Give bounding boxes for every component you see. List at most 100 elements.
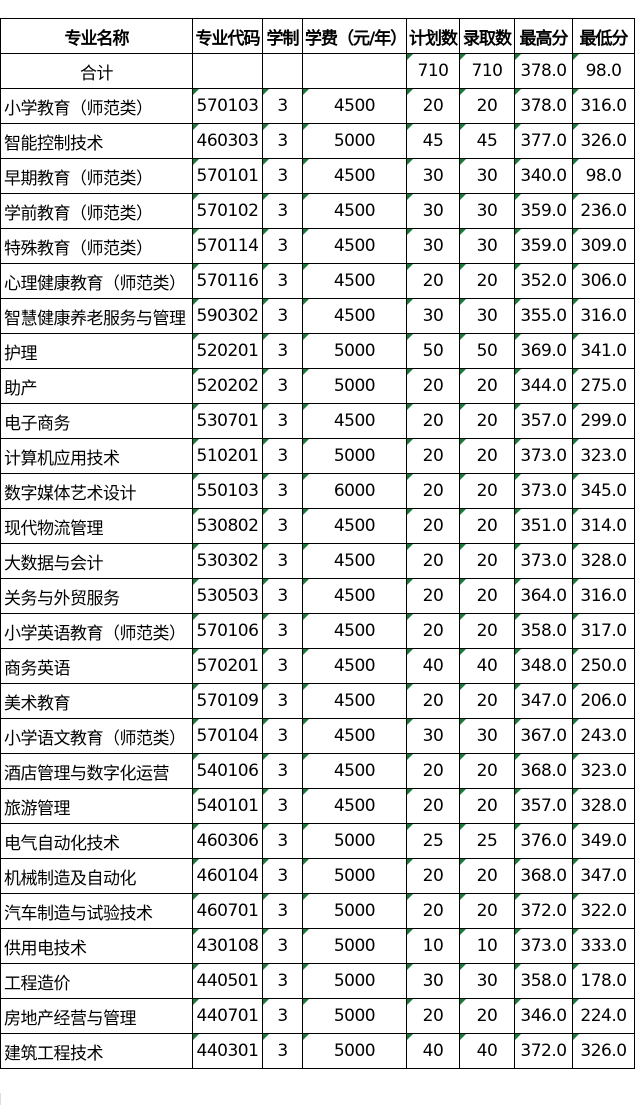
duration: 3 — [262, 998, 303, 1034]
plan-count: 20 — [406, 893, 460, 929]
duration: 3 — [262, 88, 303, 124]
max-score: 372.0 — [514, 1033, 573, 1069]
min-score: 317.0 — [572, 613, 635, 649]
major-code: 460306 — [192, 823, 263, 859]
admitted-count: 20 — [459, 88, 515, 124]
tuition: 5000 — [302, 998, 407, 1034]
major-code: 460303 — [192, 123, 263, 159]
plan-count: 45 — [406, 123, 460, 159]
admitted-count: 30 — [459, 718, 515, 754]
min-score: 314.0 — [572, 508, 635, 544]
major-name: 电气自动化技术 — [0, 823, 193, 859]
tuition: 4500 — [302, 508, 407, 544]
major-name: 小学教育（师范类） — [0, 88, 193, 124]
tuition: 4500 — [302, 543, 407, 579]
min-score: 316.0 — [572, 88, 635, 124]
plan-count: 30 — [406, 963, 460, 999]
max-score: 373.0 — [514, 473, 573, 509]
total-row: 合计 710 710 378.0 98.0 — [0, 53, 635, 89]
min-score: 309.0 — [572, 228, 635, 264]
min-score: 316.0 — [572, 298, 635, 334]
min-score: 299.0 — [572, 403, 635, 439]
plan-count: 30 — [406, 298, 460, 334]
major-name: 电子商务 — [0, 403, 193, 439]
tuition: 4500 — [302, 403, 407, 439]
tuition: 5000 — [302, 928, 407, 964]
plan-count: 20 — [406, 508, 460, 544]
plan-count: 20 — [406, 88, 460, 124]
empty-cell — [262, 53, 303, 89]
admitted-count: 20 — [459, 998, 515, 1034]
major-name: 护理 — [0, 333, 193, 369]
duration: 3 — [262, 718, 303, 754]
duration: 3 — [262, 158, 303, 194]
data-row: 小学英语教育（师范类） 570106 3 4500 20 20 358.0 317.0 — [0, 613, 635, 649]
tuition: 5000 — [302, 963, 407, 999]
max-score: 352.0 — [514, 263, 573, 299]
tuition: 4500 — [302, 788, 407, 824]
tuition: 4500 — [302, 613, 407, 649]
min-score: 243.0 — [572, 718, 635, 754]
plan-count: 20 — [406, 858, 460, 894]
min-score: 349.0 — [572, 823, 635, 859]
tuition: 4500 — [302, 263, 407, 299]
data-row: 机械制造及自动化 460104 3 5000 20 20 368.0 347.0 — [0, 858, 635, 894]
duration: 3 — [262, 788, 303, 824]
tuition: 5000 — [302, 123, 407, 159]
min-score: 224.0 — [572, 998, 635, 1034]
empty-cell — [192, 53, 263, 89]
major-code: 590302 — [192, 298, 263, 334]
data-row: 汽车制造与试验技术 460701 3 5000 20 20 372.0 322.0 — [0, 893, 635, 929]
plan-count: 40 — [406, 1033, 460, 1069]
major-name: 机械制造及自动化 — [0, 858, 193, 894]
admitted-count: 20 — [459, 263, 515, 299]
major-code: 530802 — [192, 508, 263, 544]
duration: 3 — [262, 613, 303, 649]
min-score: 322.0 — [572, 893, 635, 929]
major-code: 540106 — [192, 753, 263, 789]
plan-count: 20 — [406, 613, 460, 649]
min-score: 333.0 — [572, 928, 635, 964]
tuition: 4500 — [302, 193, 407, 229]
major-code: 570102 — [192, 193, 263, 229]
min-score: 316.0 — [572, 578, 635, 614]
tuition: 4500 — [302, 158, 407, 194]
max-score: 378.0 — [514, 88, 573, 124]
column-header: 学费（元/年） — [302, 18, 407, 54]
min-score: 345.0 — [572, 473, 635, 509]
blank-area — [0, 1093, 635, 1105]
admitted-count: 50 — [459, 333, 515, 369]
major-code: 570116 — [192, 263, 263, 299]
max-score: 373.0 — [514, 438, 573, 474]
admitted-count: 20 — [459, 508, 515, 544]
admitted-count: 45 — [459, 123, 515, 159]
max-score: 372.0 — [514, 893, 573, 929]
tuition: 5000 — [302, 858, 407, 894]
max-score: 357.0 — [514, 403, 573, 439]
tuition: 5000 — [302, 438, 407, 474]
table-body: 合计 710 710 378.0 98.0 小学教育（师范类） 570103 3 4500 20 2… — [0, 53, 635, 1069]
admitted-count: 20 — [459, 858, 515, 894]
data-row: 电气自动化技术 460306 3 5000 25 25 376.0 349.0 — [0, 823, 635, 859]
data-row: 大数据与会计 530302 3 4500 20 20 373.0 328.0 — [0, 543, 635, 579]
data-row: 早期教育（师范类） 570101 3 4500 30 30 340.0 98.0 — [0, 158, 635, 194]
max-score: 364.0 — [514, 578, 573, 614]
duration: 3 — [262, 543, 303, 579]
data-row: 心理健康教育（师范类） 570116 3 4500 20 20 352.0 306.0 — [0, 263, 635, 299]
plan-count: 10 — [406, 928, 460, 964]
min-score: 347.0 — [572, 858, 635, 894]
major-code: 460104 — [192, 858, 263, 894]
max-score: 373.0 — [514, 928, 573, 964]
major-code: 570106 — [192, 613, 263, 649]
data-row: 智慧健康养老服务与管理 590302 3 4500 30 30 355.0 316.0 — [0, 298, 635, 334]
duration: 3 — [262, 473, 303, 509]
tuition: 4500 — [302, 88, 407, 124]
max-score: 359.0 — [514, 228, 573, 264]
major-name: 供用电技术 — [0, 928, 193, 964]
min-score: 236.0 — [572, 193, 635, 229]
data-row: 工程造价 440501 3 5000 30 30 358.0 178.0 — [0, 963, 635, 999]
major-code: 570103 — [192, 88, 263, 124]
column-header: 计划数 — [406, 18, 460, 54]
duration: 3 — [262, 228, 303, 264]
data-row: 学前教育（师范类） 570102 3 4500 30 30 359.0 236.0 — [0, 193, 635, 229]
